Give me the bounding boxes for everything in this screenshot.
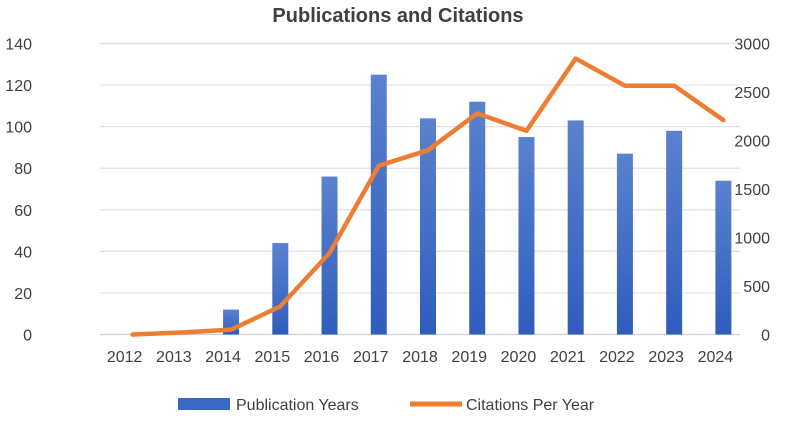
right-tick-label: 1000 — [734, 231, 770, 248]
right-tick-label: 2000 — [734, 134, 770, 151]
x-tick-label: 2013 — [156, 349, 192, 366]
x-tick-label: 2016 — [304, 349, 340, 366]
bar — [272, 243, 288, 334]
legend-label-line: Citations Per Year — [466, 397, 595, 414]
right-tick-label: 500 — [743, 279, 770, 296]
bar — [518, 137, 534, 334]
right-tick-label: 0 — [761, 328, 770, 345]
legend: Publication Years Citations Per Year — [178, 397, 595, 414]
right-tick-label: 3000 — [734, 37, 770, 54]
bar — [666, 131, 682, 335]
bar — [568, 120, 584, 334]
bar — [715, 181, 731, 335]
x-tick-label: 2022 — [599, 349, 635, 366]
x-tick-label: 2015 — [255, 349, 291, 366]
x-tick-label: 2017 — [353, 349, 389, 366]
left-tick-label: 80 — [14, 161, 32, 178]
left-axis: 0 20 40 60 80 100 120 140 — [5, 37, 32, 345]
x-tick-label: 2024 — [698, 349, 734, 366]
legend-label-bar: Publication Years — [236, 397, 359, 414]
left-tick-label: 140 — [5, 37, 32, 54]
x-tick-label: 2020 — [501, 349, 537, 366]
bar — [617, 154, 633, 335]
left-tick-label: 20 — [14, 286, 32, 303]
x-tick-label: 2023 — [648, 349, 684, 366]
left-tick-label: 40 — [14, 244, 32, 261]
right-tick-label: 2500 — [734, 85, 770, 102]
right-tick-label: 1500 — [734, 182, 770, 199]
x-axis: 2012 2013 2014 2015 2016 2017 2018 2019 2020 2021… — [107, 349, 733, 366]
left-tick-label: 60 — [14, 203, 32, 220]
x-tick-label: 2021 — [550, 349, 586, 366]
bar — [469, 102, 485, 335]
bar — [371, 75, 387, 335]
left-tick-label: 100 — [5, 120, 32, 137]
right-axis: 0 500 1000 1500 2000 2500 3000 — [734, 37, 770, 345]
x-tick-label: 2018 — [402, 349, 438, 366]
left-tick-label: 120 — [5, 78, 32, 95]
x-tick-label: 2012 — [107, 349, 143, 366]
x-tick-label: 2014 — [205, 349, 241, 366]
chart-title: Publications and Citations — [272, 5, 523, 27]
x-tick-label: 2019 — [451, 349, 487, 366]
legend-swatch-bar — [178, 398, 230, 410]
left-tick-label: 0 — [23, 328, 32, 345]
